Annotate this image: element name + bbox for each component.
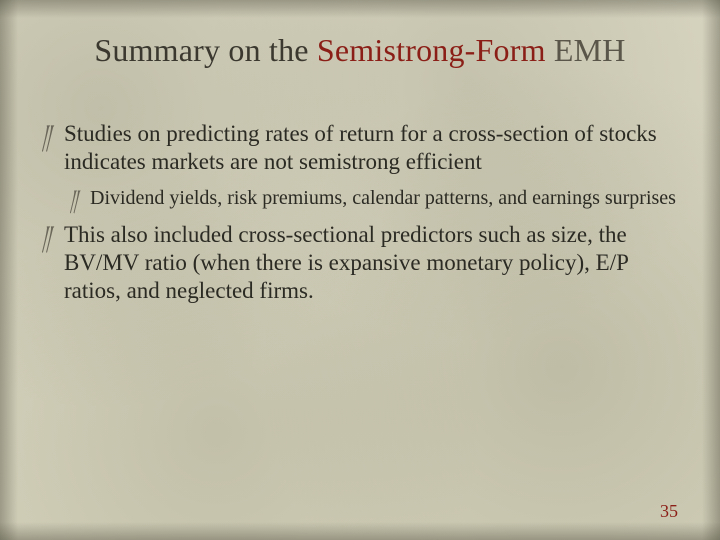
bullet-glyph-icon: ༎ — [70, 186, 90, 211]
bullet-glyph-icon: ༎ — [42, 120, 64, 176]
slide-body: ༎ Studies on predicting rates of return … — [42, 120, 678, 315]
bullet-level2: ༎ Dividend yields, risk premiums, calend… — [70, 186, 678, 211]
slide: Summary on the Semistrong-Form EMH ༎ Stu… — [0, 0, 720, 540]
title-part-1: Summary on the — [94, 32, 317, 68]
bullet-text: Studies on predicting rates of return fo… — [64, 120, 678, 176]
bullet-level1: ༎ Studies on predicting rates of return … — [42, 120, 678, 176]
title-part-2: Semistrong-Form — [317, 32, 546, 68]
bullet-text: Dividend yields, risk premiums, calendar… — [90, 186, 678, 211]
bullet-glyph-icon: ༎ — [42, 221, 64, 305]
bullet-text: This also included cross-sectional predi… — [64, 221, 678, 305]
slide-title: Summary on the Semistrong-Form EMH — [0, 32, 720, 69]
title-part-3: EMH — [546, 32, 626, 68]
bullet-level1: ༎ This also included cross-sectional pre… — [42, 221, 678, 305]
page-number: 35 — [660, 501, 678, 522]
